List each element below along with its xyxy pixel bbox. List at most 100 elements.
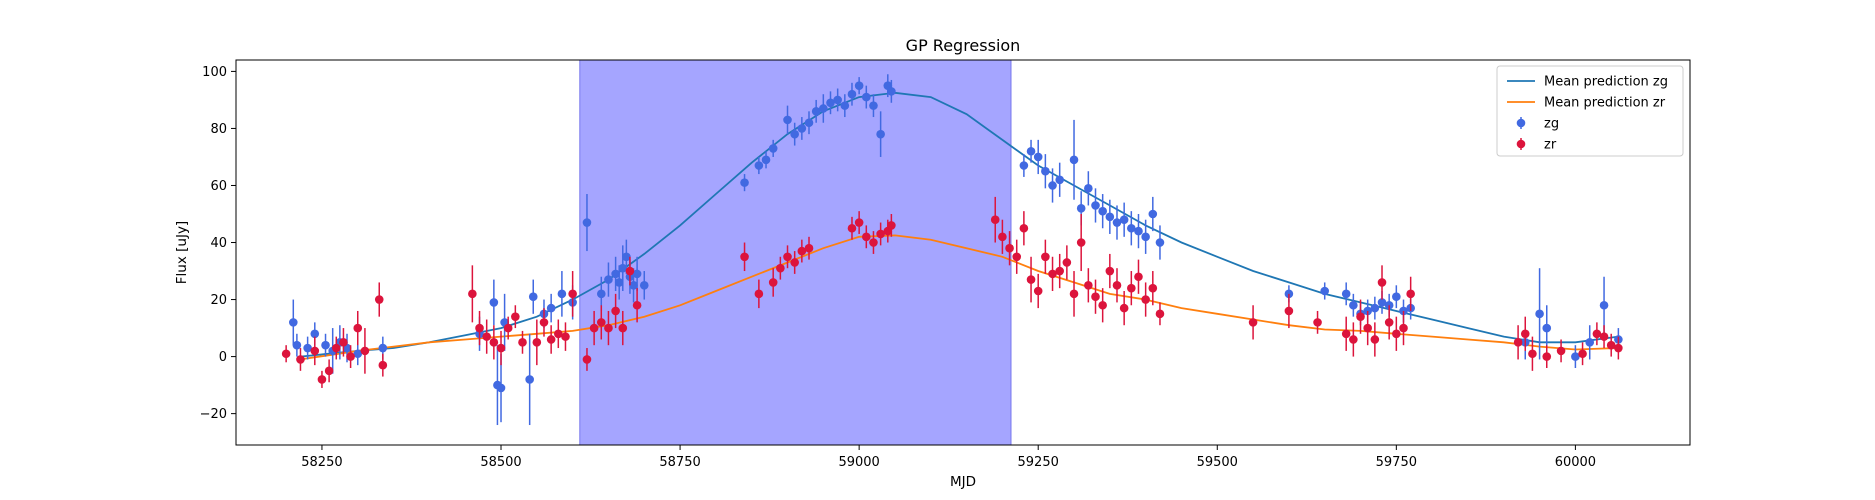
data-point-zr xyxy=(346,352,355,361)
legend-entry-zg-label: zg xyxy=(1544,117,1559,132)
data-point-zg xyxy=(1091,201,1100,210)
data-point-zr xyxy=(869,238,878,247)
data-point-zg xyxy=(1026,146,1036,156)
data-point-zr xyxy=(532,338,542,347)
data-point-zr xyxy=(1091,292,1100,302)
data-point-zr xyxy=(539,318,549,327)
y-tick-label: 100 xyxy=(202,65,227,80)
data-point-zr xyxy=(1134,272,1143,282)
data-point-zr xyxy=(1084,280,1093,290)
data-point-zg xyxy=(1155,238,1165,247)
legend: Mean prediction zg Mean prediction zr zg zr xyxy=(1496,65,1684,157)
data-point-zr xyxy=(503,323,513,333)
data-point-zr xyxy=(754,289,764,299)
data-point-zr xyxy=(489,338,499,347)
data-point-zg xyxy=(1048,181,1057,190)
data-point-zr xyxy=(1033,286,1043,296)
y-tick-label: 40 xyxy=(210,236,227,251)
data-point-zr xyxy=(1076,238,1086,247)
data-point-zr xyxy=(783,252,792,262)
data-point-zg xyxy=(604,275,613,284)
data-point-zg xyxy=(1098,206,1107,216)
x-axis-ticks: 58250 58500 58750 59000 59250 59500 59750 60000 xyxy=(301,445,1596,470)
data-point-zr xyxy=(1313,318,1322,327)
data-point-zg xyxy=(614,278,624,287)
data-point-zg xyxy=(622,252,631,262)
data-point-zg xyxy=(876,129,885,139)
data-point-zg xyxy=(1585,338,1595,347)
data-point-zr xyxy=(1248,318,1258,327)
data-point-zg xyxy=(1542,323,1552,333)
data-point-zr xyxy=(1406,289,1415,299)
data-point-zg xyxy=(1076,203,1086,213)
data-point-zr xyxy=(1363,323,1372,333)
data-point-zr xyxy=(310,346,320,356)
data-point-zg xyxy=(310,329,320,339)
data-point-zg xyxy=(761,155,771,165)
data-point-zg xyxy=(1377,298,1387,307)
data-point-zg xyxy=(639,280,649,290)
y-tick-label: 80 xyxy=(210,122,227,137)
legend-entry-mean-zg-label: Mean prediction zg xyxy=(1544,75,1668,90)
data-point-zr xyxy=(1112,280,1122,290)
data-point-zr xyxy=(1384,318,1394,327)
data-point-zg xyxy=(1141,232,1150,242)
data-point-zg xyxy=(840,101,850,110)
data-point-zr xyxy=(776,263,785,273)
data-point-zg xyxy=(546,303,556,313)
data-point-zr xyxy=(596,318,606,327)
data-point-zr xyxy=(582,355,592,364)
data-point-zr xyxy=(1055,266,1064,276)
data-point-zr xyxy=(1148,283,1158,293)
data-point-zr xyxy=(482,332,491,341)
data-point-zg xyxy=(557,289,567,299)
mean-prediction-zr-line xyxy=(300,234,1619,361)
legend-entry-zg-marker xyxy=(1516,118,1526,128)
data-point-zr xyxy=(360,346,370,356)
data-point-zr xyxy=(1614,343,1623,353)
data-point-zr xyxy=(1377,278,1387,287)
data-point-zr xyxy=(1048,269,1057,279)
data-point-zr xyxy=(1399,323,1408,333)
data-point-zr xyxy=(990,215,1000,225)
data-point-zr xyxy=(1141,295,1150,304)
x-tick-label: 59000 xyxy=(838,455,879,470)
data-point-zg xyxy=(496,383,506,393)
data-point-zg xyxy=(1105,212,1115,222)
data-point-zr xyxy=(1284,306,1294,316)
data-point-zr xyxy=(1520,329,1530,339)
data-point-zg xyxy=(321,340,330,350)
data-point-zr xyxy=(1155,309,1165,319)
data-point-zr xyxy=(1105,266,1115,276)
data-point-zg xyxy=(1033,152,1043,162)
data-point-zg xyxy=(303,343,312,353)
data-point-zg xyxy=(1134,226,1143,236)
data-point-zg xyxy=(1571,352,1580,361)
data-point-zg xyxy=(1112,218,1122,227)
data-point-zg xyxy=(811,107,821,116)
data-point-zg xyxy=(1119,215,1129,225)
data-point-zg xyxy=(847,89,857,99)
x-tick-label: 60000 xyxy=(1555,455,1596,470)
legend-entry-zr-label: zr xyxy=(1544,138,1557,153)
data-point-zr xyxy=(1041,252,1050,262)
legend-entry-mean-zr-label: Mean prediction zr xyxy=(1544,96,1666,111)
data-point-zg xyxy=(525,375,534,384)
x-axis-label: MJD xyxy=(950,474,976,490)
data-point-zg xyxy=(528,292,538,302)
data-point-zr xyxy=(797,246,807,256)
x-tick-label: 59500 xyxy=(1197,455,1238,470)
data-point-zg xyxy=(1055,175,1064,185)
data-point-zr xyxy=(1356,312,1365,321)
data-point-zg xyxy=(797,124,807,133)
data-point-zr xyxy=(998,232,1007,242)
data-point-zr xyxy=(1606,340,1616,350)
data-point-zg xyxy=(804,118,814,128)
data-point-zg xyxy=(1069,155,1079,165)
data-point-zr xyxy=(854,218,864,227)
y-tick-label: 0 xyxy=(219,350,227,365)
data-point-zg xyxy=(790,129,799,139)
data-point-zg xyxy=(1127,223,1136,233)
data-point-zr xyxy=(1119,303,1129,313)
data-point-zr xyxy=(1370,335,1380,344)
